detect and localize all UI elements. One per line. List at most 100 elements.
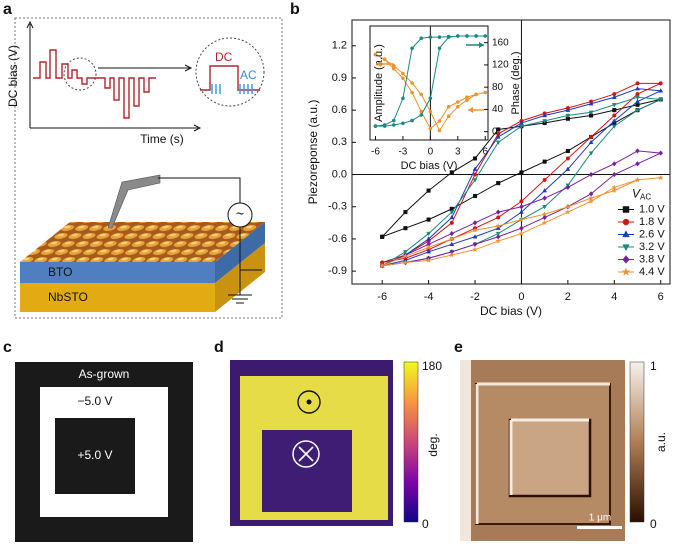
data-point <box>542 205 548 210</box>
data-point <box>472 178 478 183</box>
data-point <box>382 57 387 62</box>
y2-tick-label: 160 <box>492 37 509 48</box>
data-point <box>496 181 501 186</box>
data-point <box>611 124 617 129</box>
scale-label: 1 μm <box>589 513 611 524</box>
data-point <box>611 161 617 167</box>
data-point <box>611 187 618 194</box>
data-point <box>449 210 455 215</box>
data-point <box>542 177 547 182</box>
data-point <box>446 104 451 109</box>
data-point <box>588 198 595 204</box>
y-axis-label: Amplitude (a.u.) <box>373 44 385 122</box>
y2-tick-label: 40 <box>492 104 504 115</box>
data-point <box>588 139 594 145</box>
legend-title-symbol: V <box>632 187 641 201</box>
data-point <box>410 118 414 123</box>
legend-marker <box>622 244 630 252</box>
data-point <box>495 222 502 229</box>
data-point <box>495 134 501 139</box>
data-point <box>472 220 478 226</box>
data-point <box>472 166 478 171</box>
data-point <box>401 71 405 76</box>
data-point <box>635 102 640 107</box>
x-tick-label: 0 <box>518 291 524 303</box>
ac-source <box>227 202 253 228</box>
data-point <box>472 227 479 233</box>
data-point <box>519 209 524 214</box>
data-point <box>495 140 501 146</box>
data-point <box>426 217 431 222</box>
surface <box>20 222 265 262</box>
scale-bar <box>577 526 622 529</box>
region-label: +5.0 V <box>77 448 112 462</box>
wires <box>158 177 262 304</box>
data-point <box>542 159 547 164</box>
zoom-circle <box>195 37 265 107</box>
y-tick-label: 0.6 <box>332 104 347 116</box>
x-tick-label: 2 <box>565 291 571 303</box>
ac-ripple <box>211 84 253 94</box>
legend-label: 1.0 V <box>639 203 665 215</box>
data-point <box>565 107 571 112</box>
legend-label: 4.4 V <box>639 266 665 278</box>
data-point <box>518 230 525 237</box>
highlight <box>509 418 589 495</box>
data-point <box>449 220 454 225</box>
data-point <box>542 119 548 124</box>
data-point <box>541 211 548 217</box>
panel-frame <box>14 17 283 319</box>
cross <box>298 446 314 462</box>
data-point <box>425 244 432 251</box>
data-point <box>588 101 594 106</box>
data-point <box>449 170 454 175</box>
legend-marker <box>622 218 630 226</box>
data-point <box>519 199 524 204</box>
bto-layer <box>20 262 215 283</box>
legend-marker <box>622 255 630 264</box>
data-point <box>391 123 396 127</box>
data-point <box>611 171 617 178</box>
data-point <box>401 121 405 126</box>
data-point <box>428 126 433 131</box>
data-point <box>474 92 478 97</box>
data-point <box>426 236 432 241</box>
data-point <box>635 95 640 100</box>
data-point <box>541 219 548 226</box>
plot-frame <box>351 19 671 285</box>
panel-label: e <box>454 339 463 356</box>
data-point <box>403 226 408 231</box>
data-point <box>401 76 405 81</box>
data-point <box>437 128 442 133</box>
x-tick-label: 6 <box>658 291 664 303</box>
data-point <box>634 176 641 183</box>
x-tick-label: -6 <box>371 147 380 158</box>
ac-label: AC <box>240 68 257 82</box>
data-point <box>449 214 455 220</box>
data-point <box>401 96 405 101</box>
y2-tick-label: 0 <box>492 126 498 137</box>
data-point <box>542 112 548 118</box>
arrow-head <box>376 61 381 67</box>
data-point <box>419 36 424 41</box>
data-point <box>410 90 414 95</box>
panel-label: c <box>3 339 12 356</box>
data-point <box>403 210 408 215</box>
legend-title: VAC <box>632 187 651 202</box>
data-point <box>437 35 442 39</box>
out-of-plane-up <box>297 390 321 414</box>
edge <box>460 360 471 541</box>
data-point <box>465 95 469 100</box>
data-point <box>472 246 479 253</box>
data-point <box>635 161 640 167</box>
colorbar-tick: 180 <box>422 359 442 373</box>
layer-label: BTO <box>48 265 72 279</box>
data-point <box>391 118 396 123</box>
colorbar-tick: 0 <box>422 517 429 531</box>
x-tick-label: 0 <box>428 147 434 158</box>
data-point <box>472 172 478 177</box>
data-point <box>588 151 594 156</box>
legend-label: 3.2 V <box>639 241 665 253</box>
center-region <box>55 418 135 494</box>
data-point <box>449 241 455 246</box>
